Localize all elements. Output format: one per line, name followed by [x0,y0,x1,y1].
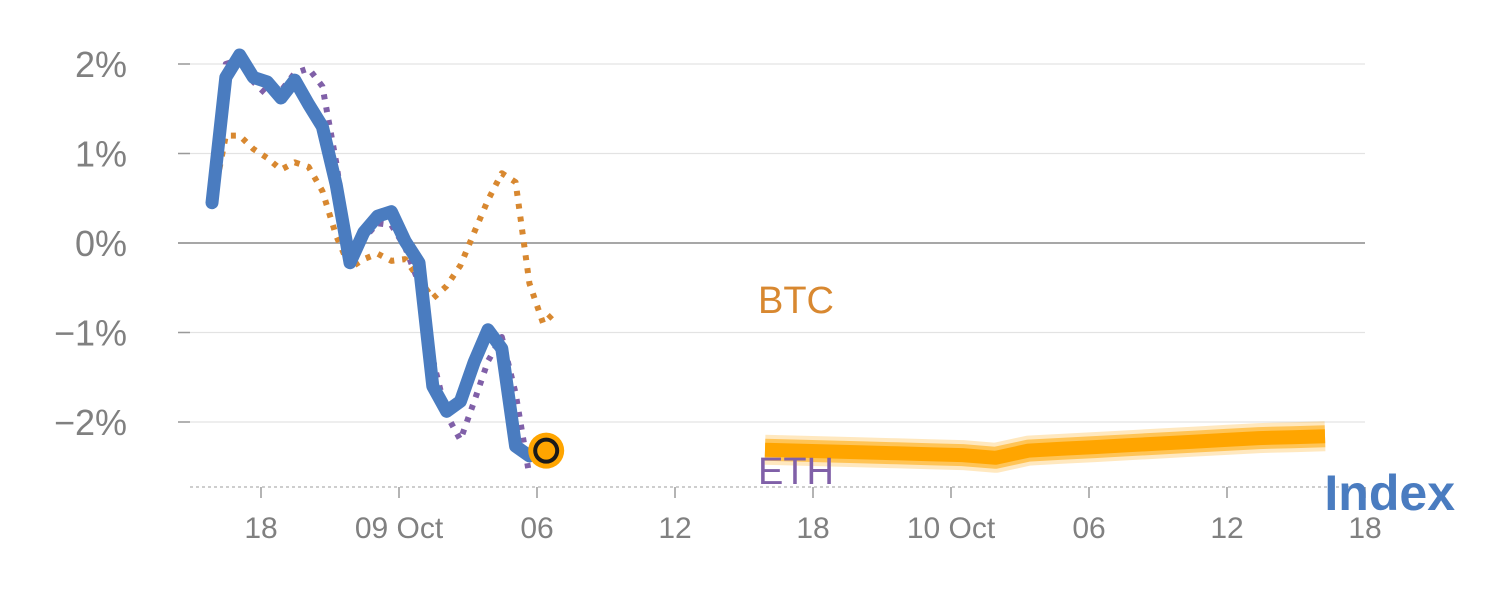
x-tick-label-6: 06 [1072,512,1105,545]
series-layer [205,48,1326,477]
y-axis: 2% 1% 0% −1% −2% [54,44,190,443]
current-marker-ring [533,437,560,464]
y-tick-label-3: −1% [54,313,127,354]
x-tick-label-8: 18 [1348,512,1381,545]
y-tick-label-0: 2% [75,44,127,85]
x-tick-label-4: 18 [796,512,829,545]
x-tick-label-1: 09 Oct [355,512,444,545]
x-tick-label-2: 06 [520,512,553,545]
chart-title-index: Index [1324,465,1455,521]
x-axis: 18 09 Oct 06 12 18 10 Oct 06 12 18 [190,486,1382,545]
series-label-btc: BTC [758,280,834,322]
series-line-btc [209,132,560,327]
y-tick-label-2: 0% [75,223,127,264]
y-tick-label-1: 1% [75,134,127,175]
forecast-band-line [764,429,1326,465]
marker-layer [528,432,565,469]
x-tick-label-5: 10 Oct [907,512,996,545]
series-label-eth: ETH [758,451,834,493]
x-tick-label-7: 12 [1210,512,1243,545]
grid-layer [178,63,1365,423]
x-tick-label-3: 12 [658,512,691,545]
series-line-eth [209,56,533,477]
x-tick-label-0: 18 [244,512,277,545]
y-tick-label-4: −2% [54,402,127,443]
series-line-index [205,48,550,463]
